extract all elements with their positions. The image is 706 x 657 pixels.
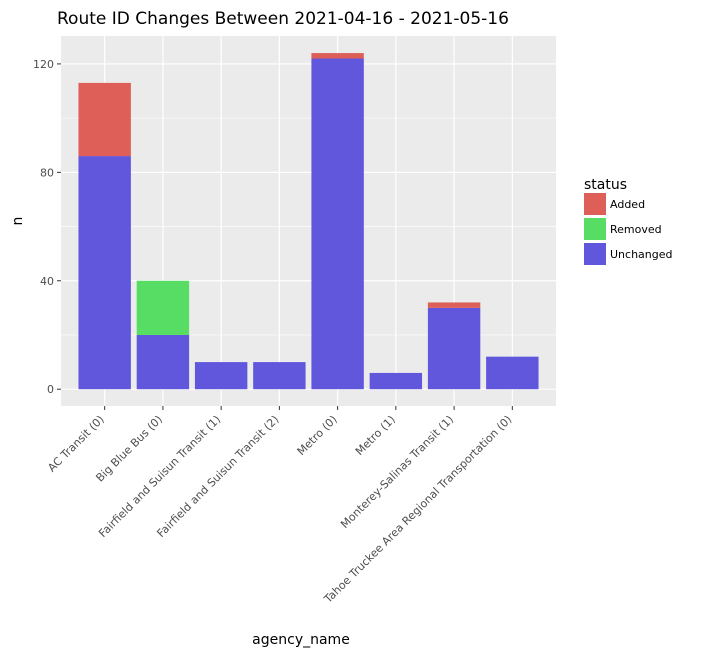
bar-unchanged	[194, 362, 248, 390]
bar-unchanged	[136, 334, 190, 390]
legend: status Added Removed Unchanged	[584, 177, 673, 265]
bar-added	[78, 82, 131, 157]
bar-removed	[136, 280, 190, 335]
plot-panel	[61, 36, 556, 406]
x-tick-label: Fairfield and Suisun Transit (2)	[154, 413, 281, 540]
x-tick-label: Fairfield and Suisun Transit (1)	[96, 413, 223, 540]
x-tick-label: AC Transit (0)	[45, 413, 107, 475]
x-axis: AC Transit (0)Big Blue Bus (0)Fairfield …	[45, 406, 514, 606]
bar-unchanged	[427, 307, 481, 390]
y-axis-title: n	[10, 217, 26, 226]
y-tick-label: 80	[40, 166, 54, 179]
x-axis-title: agency_name	[252, 632, 350, 648]
bar-unchanged	[311, 58, 364, 390]
legend-title: status	[584, 177, 627, 193]
bar-unchanged	[369, 372, 423, 390]
legend-swatch-removed	[584, 218, 606, 240]
bar-unchanged	[78, 156, 131, 390]
y-tick-label: 40	[40, 275, 54, 288]
bars	[78, 53, 539, 390]
y-tick-label: 0	[47, 383, 54, 396]
x-tick-label: Metro (0)	[295, 413, 340, 458]
bar-unchanged	[486, 356, 539, 390]
legend-label-removed: Removed	[610, 223, 662, 236]
bar-added	[311, 53, 364, 59]
legend-label-unchanged: Unchanged	[610, 248, 673, 261]
chart-title: Route ID Changes Between 2021-04-16 - 20…	[57, 9, 509, 29]
legend-swatch-unchanged	[584, 243, 606, 265]
legend-swatch-added	[584, 193, 606, 215]
y-tick-label: 120	[33, 58, 54, 71]
bar-added	[427, 302, 481, 308]
x-tick-label: Metro (1)	[353, 413, 398, 458]
legend-label-added: Added	[610, 198, 645, 211]
x-tick-label: Monterey-Salinas Transit (1)	[338, 413, 456, 531]
y-axis: 0 40 80 120	[33, 58, 61, 396]
bar-unchanged	[253, 362, 306, 390]
